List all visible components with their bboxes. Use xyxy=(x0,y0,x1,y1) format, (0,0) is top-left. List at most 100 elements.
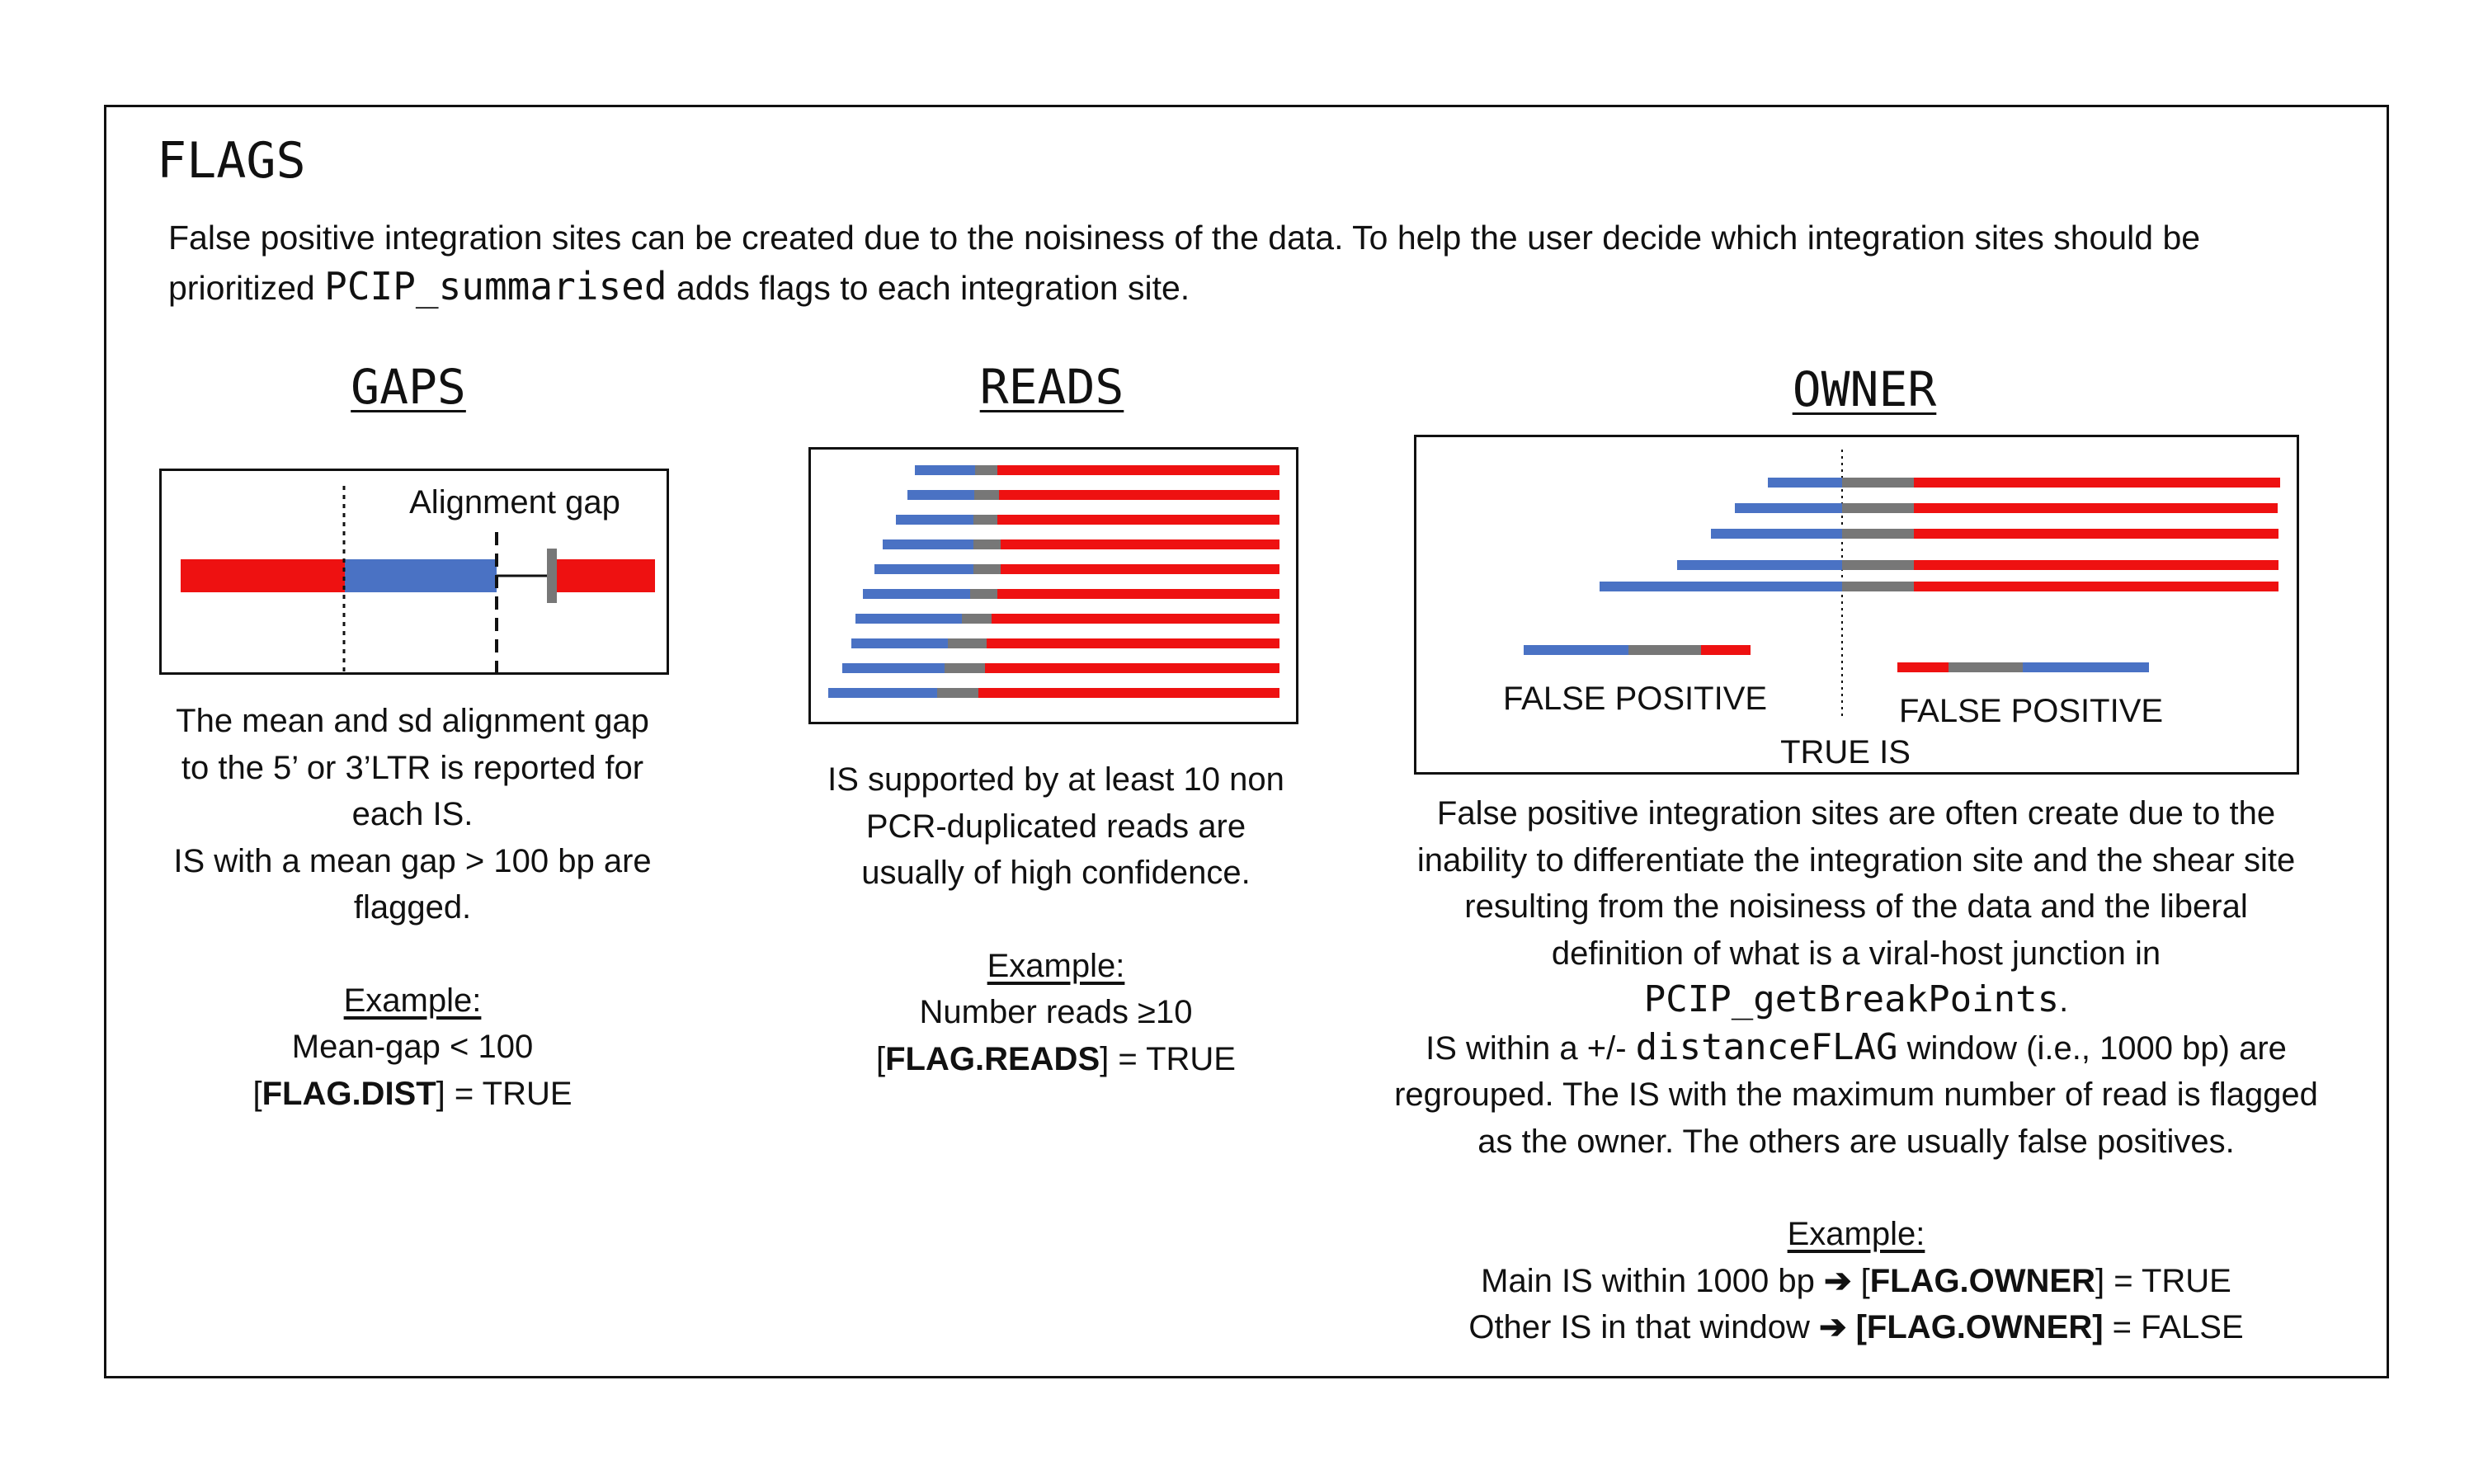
viral-segment xyxy=(1768,478,1842,488)
reads-diagram xyxy=(808,447,1298,724)
host-segment xyxy=(999,490,1279,500)
owner-diagram: FALSE POSITIVE FALSE POSITIVE TRUE IS xyxy=(1414,435,2299,775)
gaps-diagram-svg: Alignment gap xyxy=(181,484,655,672)
flag-name: FLAG.OWNER xyxy=(1869,1262,2095,1299)
ltr-segment xyxy=(973,564,1001,574)
owner-desc-line-7: regrouped. The IS with the maximum numbe… xyxy=(1394,1076,2318,1113)
ltr-segment xyxy=(975,465,997,475)
owner-desc-line-5: PCIP_getBreakPoints. xyxy=(1353,977,2359,1025)
false-positive-right-label: FALSE POSITIVE xyxy=(1899,693,2163,729)
owner-heading: OWNER xyxy=(1792,361,1937,417)
owner-example-line-2: Other IS in that window ➔ [FLAG.OWNER] =… xyxy=(1353,1304,2359,1351)
read-bar-1 xyxy=(915,465,1279,475)
gaps-heading: GAPS xyxy=(351,359,466,415)
host-segment xyxy=(1914,582,2278,591)
owner-read-6 xyxy=(1524,645,1751,655)
flag-value: ] = TRUE xyxy=(1100,1040,1236,1077)
read-bar-6 xyxy=(863,589,1279,599)
gaps-example-label: Example: xyxy=(343,982,482,1019)
read-bar-4 xyxy=(883,539,1279,549)
host-segment-left xyxy=(181,559,346,592)
host-segment xyxy=(1914,560,2278,570)
viral-segment xyxy=(851,638,948,648)
host-segment xyxy=(1914,503,2278,513)
owner-read-4 xyxy=(1677,560,2278,570)
owner-diagram-svg: FALSE POSITIVE FALSE POSITIVE TRUE IS xyxy=(1503,450,2280,770)
ltr-segment xyxy=(1842,503,1914,513)
host-segment-right xyxy=(557,559,655,592)
viral-segment xyxy=(915,465,975,475)
flag-value: ] = TRUE xyxy=(436,1075,573,1112)
reads-desc-line-1: IS supported by at least 10 non xyxy=(827,761,1284,798)
read-bar-5 xyxy=(874,564,1279,574)
arrow-icon: ➔ xyxy=(1823,1262,1852,1299)
ltr-segment xyxy=(962,614,992,624)
ltr-segment xyxy=(948,638,987,648)
gaps-desc-line-4: IS with a mean gap > 100 bp are xyxy=(173,842,652,879)
alignment-gap-label: Alignment gap xyxy=(409,484,620,521)
owner-read-1 xyxy=(1768,478,2280,488)
flag-name: FLAG.DIST xyxy=(262,1075,436,1112)
figure-frame xyxy=(104,105,2389,1378)
reads-desc-line-3: usually of high confidence. xyxy=(861,855,1251,891)
intro-line-2: prioritized PCIP_summarised adds flags t… xyxy=(168,264,1190,309)
viral-segment xyxy=(907,490,974,500)
host-segment xyxy=(1897,662,1949,672)
example-text: Main IS within 1000 bp xyxy=(1481,1262,1824,1299)
read-bar-3 xyxy=(896,515,1279,525)
ltr-segment xyxy=(970,589,997,599)
read-bar-2 xyxy=(907,490,1279,500)
owner-desc-line-8: as the owner. The others are usually fal… xyxy=(1477,1123,2235,1160)
arrow-icon: ➔ xyxy=(1818,1309,1847,1345)
function-name-code: PCIP_getBreakPoints xyxy=(1643,978,2060,1020)
ltr-segment xyxy=(973,515,997,525)
host-segment xyxy=(978,688,1279,698)
viral-segment xyxy=(883,539,973,549)
read-bar-10 xyxy=(828,688,1279,698)
owner-read-2 xyxy=(1735,503,2278,513)
intro-code: PCIP_summarised xyxy=(324,264,667,309)
bracket-open: [ xyxy=(1851,1262,1870,1299)
desc-suffix: window (i.e., 1000 bp) are xyxy=(1897,1029,2287,1067)
viral-segment xyxy=(874,564,973,574)
intro-line-1: False positive integration sites can be … xyxy=(168,219,2201,257)
owner-example-label: Example: xyxy=(1787,1216,1925,1252)
viral-segment xyxy=(842,663,945,673)
bracket-open: [ xyxy=(252,1075,262,1112)
host-segment xyxy=(997,589,1279,599)
true-is-label: TRUE IS xyxy=(1780,734,1911,770)
owner-desc-line-4: definition of what is a viral-host junct… xyxy=(1551,935,2161,972)
figure-title: FLAGS xyxy=(157,132,306,190)
host-segment xyxy=(997,465,1279,475)
flag-name: FLAG.READS xyxy=(885,1040,1100,1077)
false-positive-left-label: FALSE POSITIVE xyxy=(1503,681,1767,717)
ltr-segment xyxy=(974,490,999,500)
viral-segment xyxy=(855,614,962,624)
flag-value: = FALSE xyxy=(2103,1309,2244,1345)
viral-read-segment xyxy=(345,559,497,592)
bracket-open: [ xyxy=(876,1040,886,1077)
read-bar-7 xyxy=(855,614,1279,624)
viral-segment xyxy=(1735,503,1842,513)
ltr-segment xyxy=(1949,662,2023,672)
gaps-description: The mean and sd alignment gap to the 5’ … xyxy=(148,698,676,1117)
gaps-diagram: Alignment gap xyxy=(159,469,669,675)
host-segment xyxy=(997,515,1279,525)
viral-segment xyxy=(1600,582,1842,591)
reads-heading: READS xyxy=(979,359,1124,415)
owner-example-line-1: Main IS within 1000 bp ➔ [FLAG.OWNER] = … xyxy=(1353,1258,2359,1305)
flag-name: [FLAG.OWNER] xyxy=(1846,1309,2104,1345)
reads-diagram-svg xyxy=(828,465,1279,698)
owner-desc-line-3: resulting from the noisiness of the data… xyxy=(1464,888,2248,925)
viral-segment xyxy=(1524,645,1628,655)
gaps-desc-line-1: The mean and sd alignment gap xyxy=(176,703,649,739)
viral-segment xyxy=(1711,529,1842,539)
host-segment xyxy=(1914,478,2280,488)
intro-prefix: prioritized xyxy=(168,269,325,307)
viral-segment xyxy=(896,515,973,525)
ltr-segment xyxy=(1842,582,1914,591)
read-bar-8 xyxy=(851,638,1279,648)
gaps-flag-line: [FLAG.DIST] = TRUE xyxy=(148,1071,676,1118)
host-segment xyxy=(985,663,1279,673)
read-bar-9 xyxy=(842,663,1279,673)
